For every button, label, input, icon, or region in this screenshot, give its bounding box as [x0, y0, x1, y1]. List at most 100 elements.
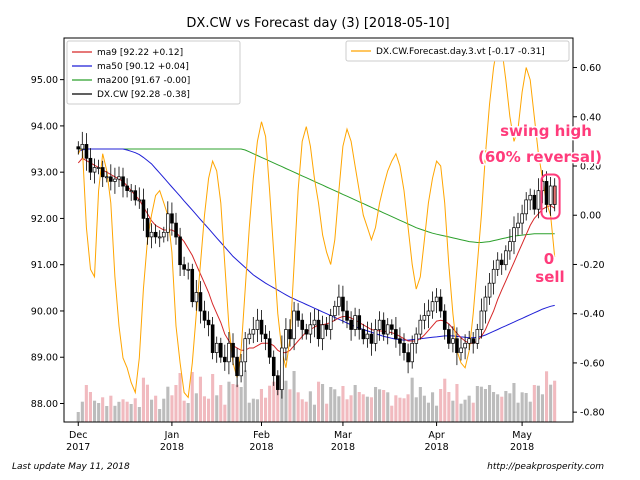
volume-bar — [166, 386, 170, 422]
volume-bar — [369, 397, 373, 422]
candle-body — [186, 268, 191, 271]
volume-bar — [154, 395, 158, 422]
candle-body — [320, 324, 325, 340]
volume-bar — [508, 393, 512, 422]
candle-body — [161, 231, 166, 238]
candle-body — [369, 333, 374, 344]
volume-bar — [101, 397, 105, 422]
axes: 88.00 89.00 90.00 91.00 92.00 93.00 94.00 95.00… — [31, 63, 605, 453]
volume-bar — [198, 376, 202, 422]
candle-body — [178, 236, 182, 266]
volume-bar — [410, 377, 414, 422]
y-right-tick-label: 0.00 — [580, 211, 601, 222]
candle-body — [373, 329, 378, 344]
volume-bar — [268, 385, 272, 422]
candle-body — [259, 319, 264, 335]
volume-bar — [545, 371, 549, 422]
x-tick-label: Dec — [69, 430, 87, 441]
annotation-reversal: (60% reversal) — [478, 148, 602, 166]
x-tick-year-label: 2018 — [249, 442, 273, 453]
x-tick-label: May — [512, 430, 532, 441]
candle-body — [394, 329, 398, 340]
volume-bar — [317, 381, 321, 422]
volume-bar — [467, 395, 471, 422]
candle-body — [129, 190, 134, 193]
candle-body — [223, 356, 227, 363]
candle-body — [512, 227, 516, 242]
volume-bar — [321, 384, 325, 422]
candle-body — [365, 333, 370, 340]
candle-body — [548, 185, 553, 205]
volume-bar — [125, 401, 129, 422]
volume-bar — [504, 391, 508, 422]
volume-bar — [235, 384, 239, 422]
volume-bar — [178, 373, 182, 422]
volume-bar — [227, 381, 231, 422]
volume-bar — [292, 371, 296, 422]
candle-body — [357, 315, 362, 330]
volume-bar — [308, 391, 312, 422]
volume-bar — [406, 394, 410, 422]
volume-bar — [382, 390, 386, 422]
volume-bar — [105, 406, 109, 422]
candle-body — [170, 213, 174, 224]
volume-bar — [341, 386, 345, 422]
candle-body — [88, 157, 93, 173]
volume-bar — [516, 402, 520, 422]
volume-bar — [378, 389, 382, 422]
volume-bar — [109, 395, 113, 422]
volume-bar — [536, 385, 540, 422]
candle-body — [125, 185, 129, 191]
annotation-sell: sell — [535, 268, 564, 286]
candle-body — [495, 259, 500, 270]
candle-body — [235, 356, 239, 377]
volume-bar — [528, 401, 532, 422]
candle-body — [206, 319, 211, 326]
candle-body — [288, 329, 292, 340]
candle-body — [300, 319, 305, 330]
y-left-tick-label: 91.00 — [31, 260, 58, 271]
volume-bar — [361, 394, 365, 422]
candle-body — [292, 310, 296, 340]
candle-body — [406, 352, 410, 363]
volume-bar — [422, 395, 426, 422]
x-tick-label: Apr — [428, 430, 445, 441]
candle-body — [263, 333, 268, 340]
y-left-tick-label: 93.00 — [31, 168, 58, 179]
volume-bar — [553, 380, 557, 422]
volume-bar — [243, 370, 247, 422]
candle-body — [434, 296, 439, 303]
volume-bar — [93, 400, 97, 422]
candle-body — [398, 338, 402, 344]
candle-body — [137, 199, 142, 202]
candle-body — [145, 218, 150, 238]
x-tick-year-label: 2018 — [331, 442, 355, 453]
volume-bar — [162, 398, 166, 422]
candle-body — [455, 338, 459, 353]
candle-body — [402, 342, 406, 353]
line-ma200 — [78, 148, 555, 243]
candle-body — [80, 144, 85, 150]
candle-body — [153, 231, 158, 238]
candle-body — [422, 315, 427, 321]
volume-bar — [459, 403, 463, 422]
volume-bar — [357, 392, 361, 422]
candle-body — [109, 176, 113, 182]
candle-body — [214, 342, 219, 353]
x-tick-year-label: 2018 — [160, 442, 184, 453]
candle-body — [218, 342, 223, 358]
candle-body — [284, 329, 288, 349]
volume-bar — [150, 399, 154, 422]
volume-bar — [475, 386, 479, 422]
last-update-text: Last update May 11, 2018 — [12, 462, 130, 472]
candle-body — [255, 319, 260, 330]
volume-bar — [211, 374, 215, 422]
candle-body — [308, 324, 313, 335]
volume-bar — [276, 384, 280, 422]
volume-bar — [479, 386, 483, 422]
line-ma50 — [78, 148, 555, 341]
y-right-tick-label: -0.40 — [580, 309, 605, 320]
volume-bar — [272, 381, 276, 422]
candle-body — [231, 342, 235, 358]
